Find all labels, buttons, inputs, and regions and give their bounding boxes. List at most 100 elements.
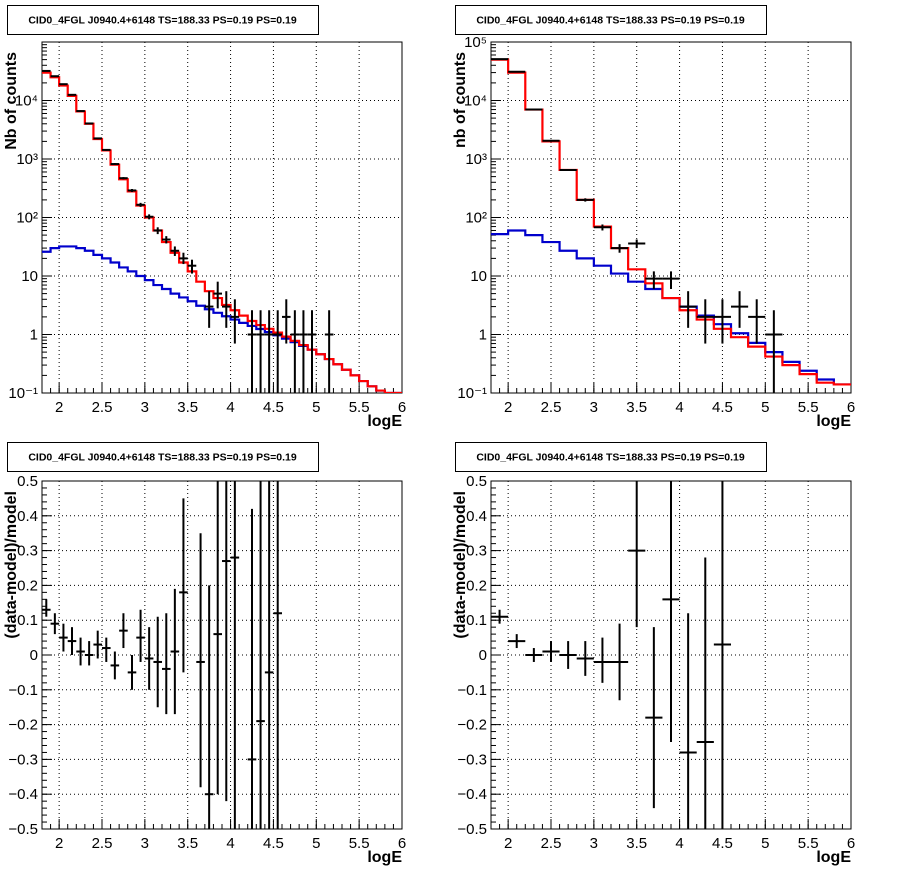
x-tick-label: 3 [590,399,598,416]
y-axis: −0.5−0.4−0.3−0.2−0.100.10.20.30.40.5(dat… [3,473,52,838]
y-tick-label: −0.4 [8,786,38,803]
data-point [222,481,231,801]
x-tick-label: 4.5 [712,399,733,416]
x-tick-label: 2 [55,399,63,416]
data-point [171,589,180,714]
y-tick-label: −0.2 [457,717,487,734]
chart-panel-4: CID0_4FGL J0940.4+6148 TS=188.33 PS=0.19… [452,443,855,867]
data-point [491,610,508,624]
component-model-line [491,230,851,384]
data-point [119,613,128,648]
grid [491,42,851,393]
chart-title: CID0_4FGL J0940.4+6148 TS=188.33 PS=0.19… [28,15,296,27]
x-axis-label: logE [816,849,851,866]
y-tick-label: 10² [16,210,38,227]
chart-panel-1: CID0_4FGL J0940.4+6148 TS=188.33 PS=0.19… [3,6,406,431]
data-point [162,613,171,714]
data-point [714,481,731,829]
y-tick-label: 10⁻¹ [457,385,487,402]
data-point [51,613,60,634]
data-point [256,310,265,393]
data-point [577,641,594,676]
y-tick-label: −0.1 [8,682,38,699]
x-tick-label: 2 [55,835,63,852]
component-model-line [42,246,402,393]
y-tick-label: 0.1 [466,612,487,629]
data-point [213,481,222,794]
chart-title-box: CID0_4FGL J0940.4+6148 TS=188.33 PS=0.19… [456,443,767,472]
y-tick-label: 10⁻¹ [8,385,38,402]
y-tick-label: −0.5 [8,821,38,838]
grid [42,42,402,393]
x-tick-label: 3 [141,399,149,416]
data-point [76,110,85,111]
data-point [93,138,102,140]
data-point [611,624,628,701]
x-tick-label: 3 [141,835,149,852]
x-tick-label: 2.5 [541,399,562,416]
y-tick-label: 0.3 [466,543,487,560]
data-point [222,291,231,328]
data-point [68,94,77,95]
x-tick-label: 3.5 [626,399,647,416]
data-point [525,648,542,662]
data-point [731,291,748,328]
data-point [508,71,525,72]
data-point [542,140,559,142]
y-tick-label: 10⁵ [464,34,487,51]
data-point [171,246,180,256]
x-tick-label: 4.5 [263,835,284,852]
data-point [102,149,111,151]
y-tick-label: 10³ [465,151,487,168]
x-tick-label: 5 [761,835,769,852]
y-tick-label: 0 [479,647,487,664]
grid [42,481,402,829]
y-tick-label: 0 [30,647,38,664]
data-point [248,509,257,829]
y-tick-label: 0.5 [17,473,38,490]
y-tick-label: 0.2 [466,577,487,594]
x-tick-label: 5 [312,399,320,416]
x-tick-label: 2.5 [541,835,562,852]
data-point [299,310,308,393]
data-point [205,585,214,829]
data-point [76,638,85,666]
data-point [748,299,765,343]
data-point [51,76,60,77]
data-point [119,177,128,179]
data-point [111,652,120,680]
y-tick-label: 10 [21,268,38,285]
y-axis-label: nb of counts [452,52,469,148]
data-point [560,169,577,171]
data-point [697,558,714,829]
data-point [594,224,611,230]
data-point [273,310,282,393]
data-point [196,533,205,787]
chart-title: CID0_4FGL J0940.4+6148 TS=188.33 PS=0.19… [28,452,296,464]
data-point [645,627,662,808]
y-tick-label: 0.3 [17,543,38,560]
y-tick-label: 0.1 [17,612,38,629]
x-tick-label: 5 [312,835,320,852]
x-tick-label: 4.5 [263,399,284,416]
data-point [59,624,68,652]
data-point [93,631,102,659]
y-tick-label: 1 [30,327,38,344]
x-tick-label: 3 [590,835,598,852]
chart-title-box: CID0_4FGL J0940.4+6148 TS=188.33 PS=0.19… [456,6,767,35]
x-axis-label: logE [816,413,851,430]
minor-ticks [491,45,496,376]
chart-panel-3: CID0_4FGL J0940.4+6148 TS=188.33 PS=0.19… [3,443,406,867]
data-point [525,109,542,110]
y-tick-label: −0.2 [8,717,38,734]
data-point [136,610,145,662]
y-tick-label: 10 [470,268,487,285]
chart-title: CID0_4FGL J0940.4+6148 TS=188.33 PS=0.19… [476,452,744,464]
y-axis: −0.5−0.4−0.3−0.2−0.100.10.20.30.40.5(dat… [452,473,501,838]
